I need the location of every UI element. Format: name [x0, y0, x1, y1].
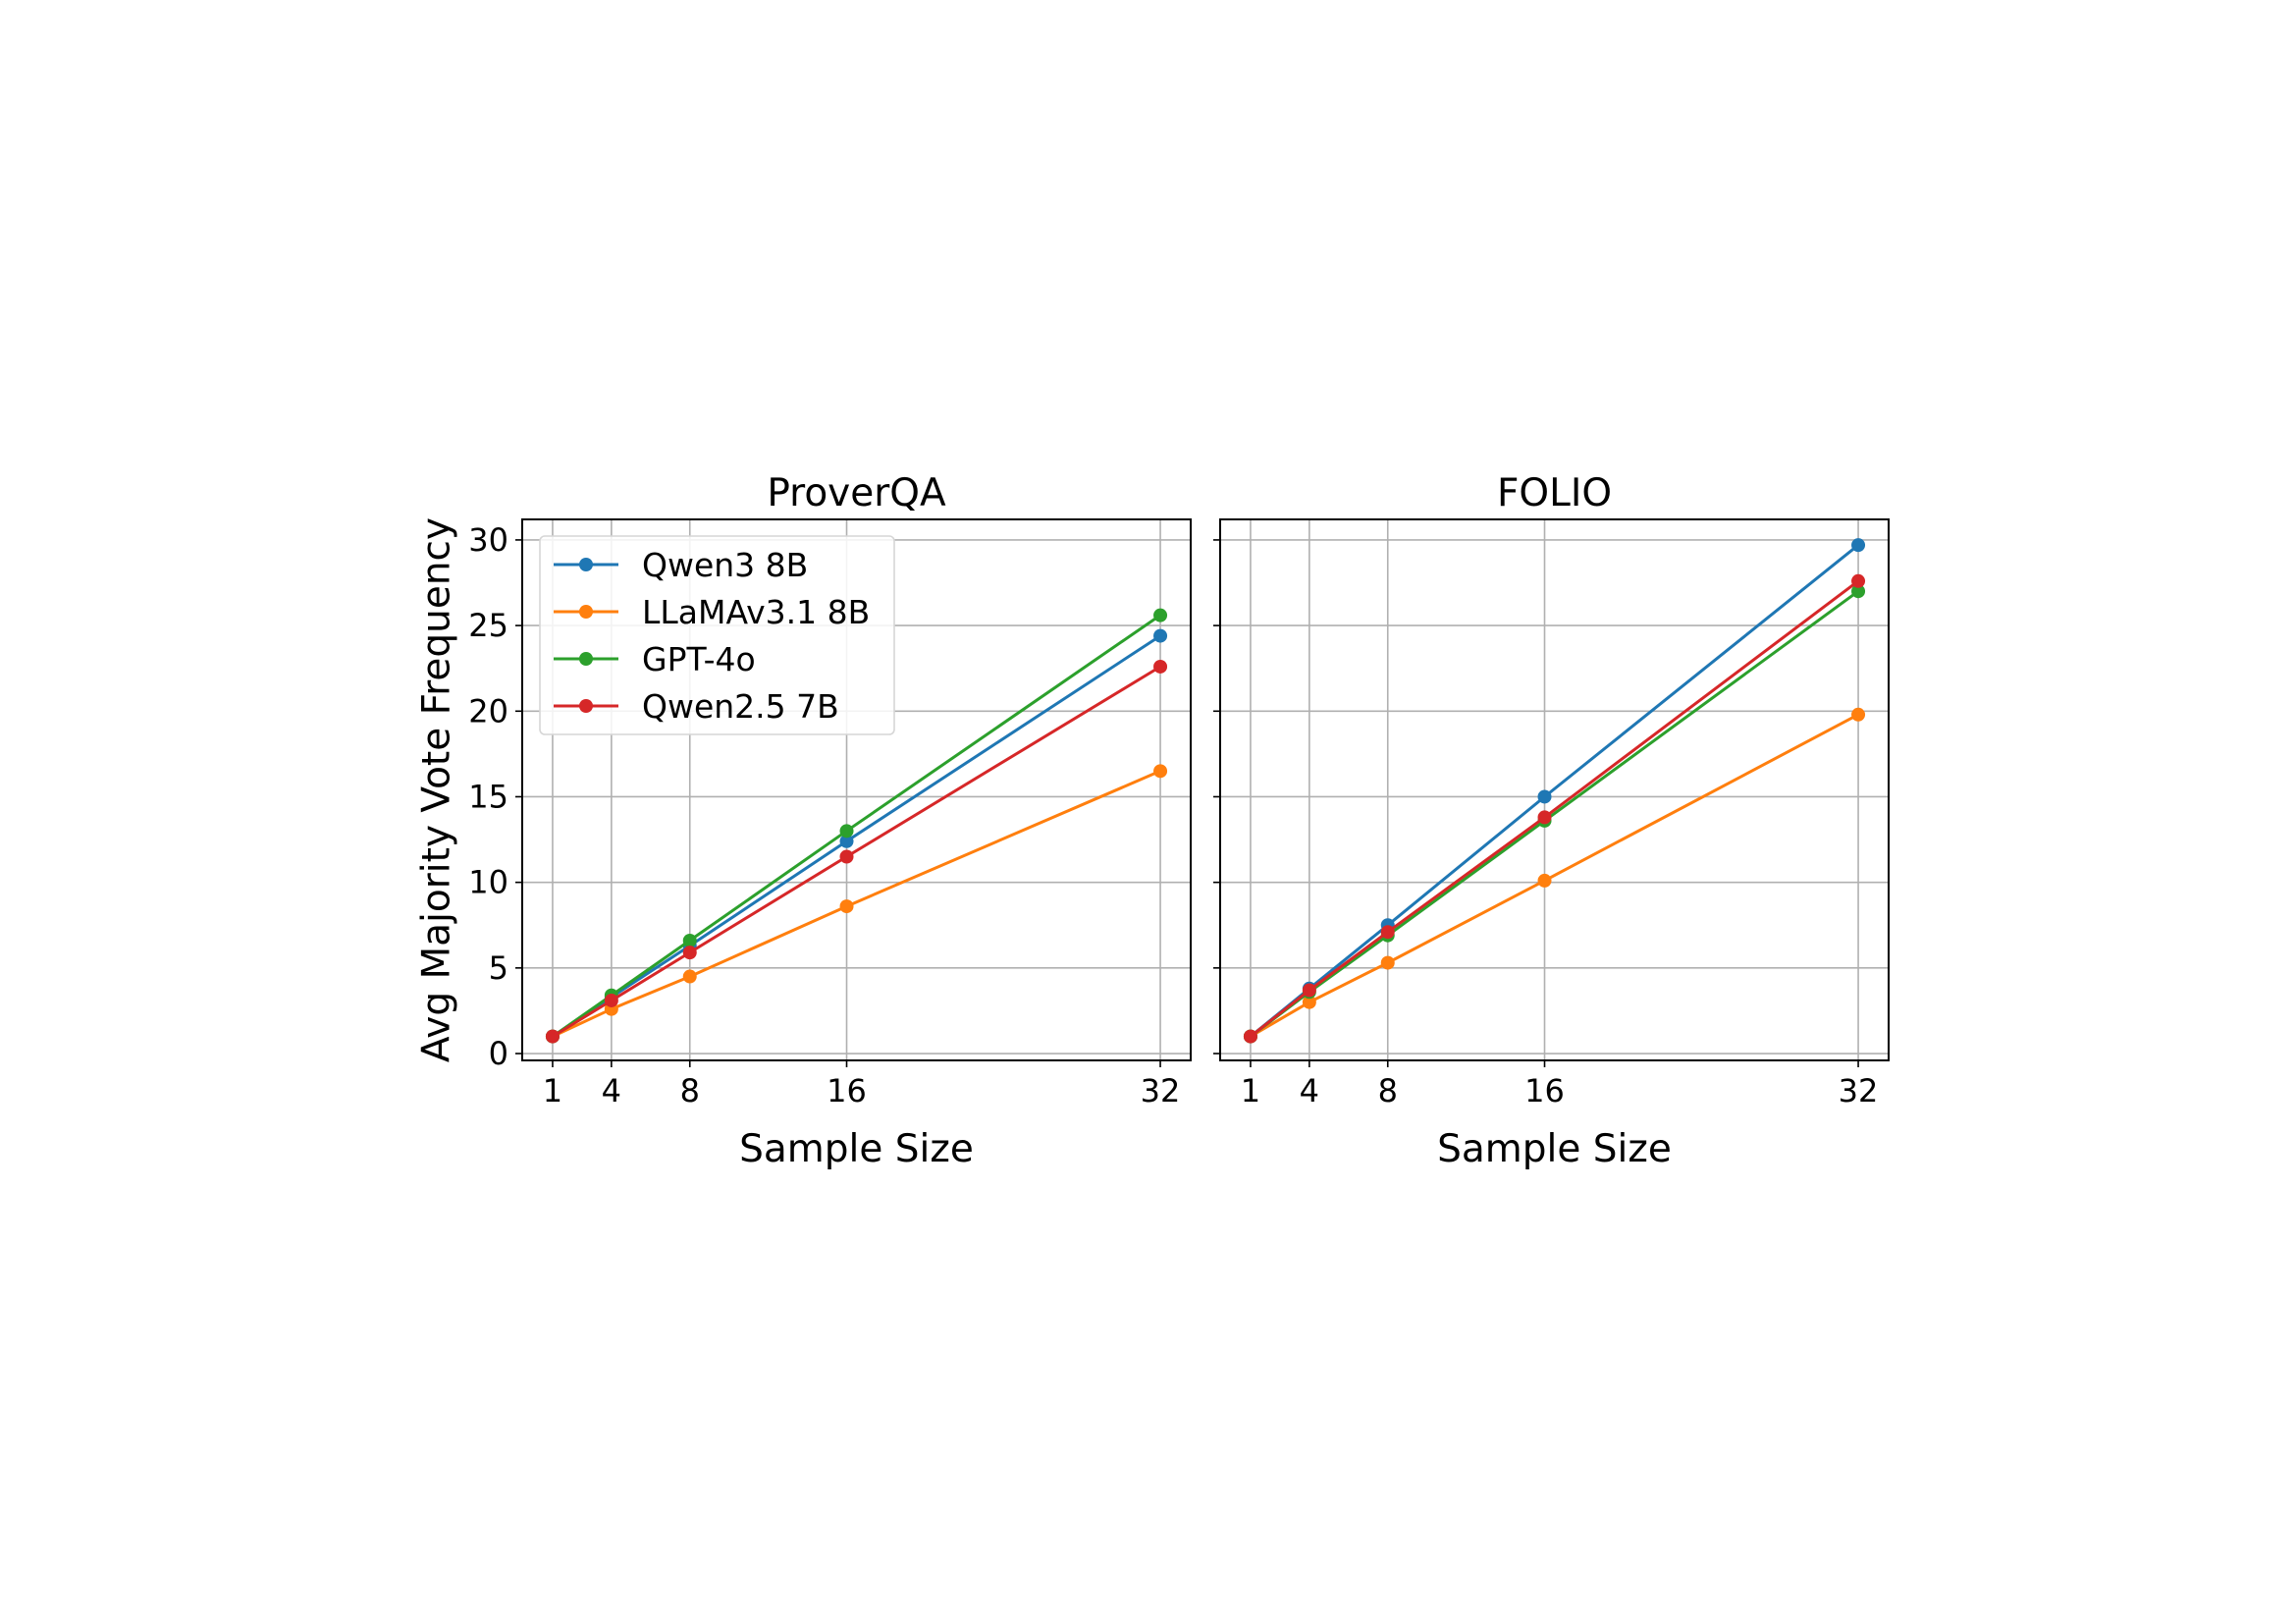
legend-item-qwen3-8b: Qwen3 8B: [554, 546, 808, 584]
data-point-qwen2-5-7b: [1380, 925, 1395, 940]
data-point-qwen2-5-7b: [545, 1029, 560, 1044]
y-tick-label: 25: [468, 607, 508, 644]
x-tick-label: 4: [602, 1072, 621, 1109]
legend-item-llamav3-1-8b: LLaMAv3.1 8B: [554, 593, 870, 631]
data-point-qwen2-5-7b: [1153, 659, 1168, 674]
x-tick-label: 32: [1839, 1072, 1879, 1109]
x-tick-label: 1: [1241, 1072, 1260, 1109]
x-tick-label: 16: [1524, 1072, 1565, 1109]
x-tick-label: 16: [827, 1072, 867, 1109]
data-point-qwen2-5-7b: [1302, 983, 1316, 998]
y-tick-label: 15: [468, 778, 508, 815]
data-point-llamav3-1-8b: [1537, 873, 1552, 888]
legend-label: Qwen3 8B: [642, 546, 808, 584]
panel-folio: 1 4 8 16 32 FOLIO Sample Size: [1213, 471, 1890, 1171]
y-tick-label: 5: [489, 949, 508, 987]
data-point-llamav3-1-8b: [1380, 955, 1395, 970]
x-tick-label: 8: [1378, 1072, 1398, 1109]
panel-proverqa: 0 5 10 15 20 25 30 1 4 8 16 32 ProverQA Sample Size Av…: [415, 471, 1192, 1171]
y-tick-label: 20: [468, 692, 508, 730]
data-point-gpt-4o: [1851, 584, 1866, 599]
legend-marker: [579, 699, 593, 713]
x-tick-label: 4: [1300, 1072, 1319, 1109]
legend-item-qwen2-5-7b: Qwen2.5 7B: [554, 687, 839, 726]
x-tick-label: 8: [680, 1072, 700, 1109]
data-point-gpt-4o: [839, 824, 854, 839]
legend-marker: [579, 605, 593, 619]
data-point-gpt-4o: [1153, 608, 1168, 622]
data-point-llamav3-1-8b: [1153, 764, 1168, 779]
axes-frame: [1219, 518, 1890, 1061]
data-point-llamav3-1-8b: [1302, 995, 1316, 1009]
panel-title: ProverQA: [767, 471, 946, 515]
data-point-qwen3-8b: [1537, 789, 1552, 804]
panel-title: FOLIO: [1497, 471, 1612, 515]
data-point-qwen3-8b: [1851, 538, 1866, 553]
legend-label: LLaMAv3.1 8B: [642, 593, 870, 631]
data-point-llamav3-1-8b: [839, 899, 854, 914]
legend-marker: [579, 652, 593, 666]
data-point-qwen3-8b: [839, 834, 854, 848]
legend-marker: [579, 558, 593, 571]
legend-item-gpt-4o: GPT-4o: [554, 640, 756, 678]
data-point-llamav3-1-8b: [682, 969, 697, 984]
data-point-qwen2-5-7b: [839, 849, 854, 864]
data-point-qwen2-5-7b: [1851, 573, 1866, 588]
y-tick-label: 10: [468, 864, 508, 901]
y-tick-label: 30: [468, 521, 508, 559]
x-axis-title: Sample Size: [1437, 1127, 1672, 1171]
data-point-qwen2-5-7b: [1537, 810, 1552, 825]
data-point-qwen2-5-7b: [1243, 1029, 1257, 1044]
x-tick-label: 32: [1141, 1072, 1181, 1109]
data-point-qwen2-5-7b: [682, 946, 697, 960]
data-point-gpt-4o: [682, 933, 697, 947]
data-point-qwen2-5-7b: [604, 993, 618, 1007]
legend-box: [539, 535, 895, 735]
data-point-qwen3-8b: [1153, 628, 1168, 643]
y-tick-label: 0: [489, 1035, 508, 1072]
legend-label: GPT-4o: [642, 640, 756, 678]
axes-frame: [521, 518, 1192, 1061]
data-point-llamav3-1-8b: [1851, 707, 1866, 722]
x-axis-title: Sample Size: [739, 1127, 974, 1171]
legend-label: Qwen2.5 7B: [642, 687, 839, 726]
x-tick-label: 1: [543, 1072, 562, 1109]
y-axis-title: Avg Majority Vote Frequency: [415, 517, 459, 1062]
legend: Qwen3 8B LLaMAv3.1 8B GPT-4o Qwen2.5 7B: [539, 535, 895, 735]
